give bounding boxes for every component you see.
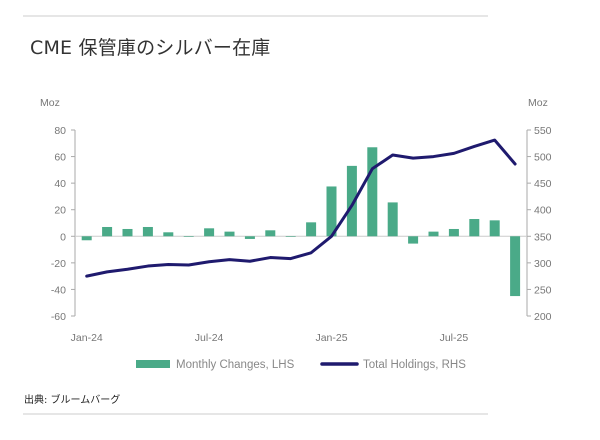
bar-Sep-25: [489, 220, 500, 237]
left-tick-label: 20: [54, 205, 66, 217]
bar-Dec-24: [306, 222, 317, 237]
bar-Apr-25: [387, 202, 398, 237]
bar-Oct-24: [265, 230, 276, 237]
x-tick-label: Jan-25: [315, 332, 347, 344]
bar-Oct-25: [510, 236, 521, 297]
bar-Aug-25: [469, 219, 480, 237]
bar-Mar-24: [122, 228, 133, 237]
right-tick-label: 350: [534, 231, 552, 243]
bar-Sep-24: [244, 236, 255, 239]
right-tick-label: 450: [534, 178, 552, 190]
bar-Nov-24: [285, 236, 296, 237]
bar-Feb-25: [346, 165, 357, 237]
right-tick-label: 200: [534, 311, 552, 323]
total-holdings-line: [85, 138, 517, 278]
left-tick-label: -60: [51, 311, 66, 323]
left-tick-label: 80: [54, 125, 66, 137]
right-tick-label: 400: [534, 205, 552, 217]
x-tick-label: Jan-24: [71, 332, 103, 344]
left-tick-label: -20: [51, 258, 66, 270]
legend-label-line: Total Holdings, RHS: [363, 359, 466, 371]
left-tick-label: 0: [60, 231, 66, 243]
bar-May-24: [163, 232, 174, 237]
bar-Mar-25: [367, 147, 378, 237]
bar-Jun-24: [183, 236, 194, 237]
right-tick-label: 250: [534, 284, 552, 296]
bar-Jul-24: [204, 228, 215, 237]
x-tick-label: Jul-24: [195, 332, 224, 344]
chart-title: CME 保管庫のシルバー在庫: [30, 37, 271, 59]
bar-Aug-24: [224, 231, 235, 237]
bar-Jul-25: [448, 228, 459, 237]
top-rule: [23, 15, 488, 17]
bar-Jan-25: [326, 186, 337, 237]
x-tick-label: Jul-25: [440, 332, 469, 344]
legend-label-bars: Monthly Changes, LHS: [176, 359, 295, 371]
right-tick-label: 550: [534, 125, 552, 137]
bottom-rule: [23, 413, 488, 415]
bar-Jan-24: [81, 236, 92, 241]
legend-swatch-bars: [136, 360, 170, 368]
left-tick-label: 40: [54, 178, 66, 190]
left-tick-label: -40: [51, 284, 66, 296]
bar-May-25: [408, 236, 419, 244]
right-tick-label: 300: [534, 258, 552, 270]
bar-Apr-24: [142, 226, 153, 237]
bar-Feb-24: [102, 226, 113, 237]
right-axis-label: Moz: [528, 97, 548, 109]
right-tick-label: 500: [534, 152, 552, 164]
left-axis-label: Moz: [40, 97, 60, 109]
source-note: 出典: ブルームバーグ: [24, 395, 121, 406]
left-tick-label: 60: [54, 152, 66, 164]
bar-Jun-25: [428, 231, 439, 237]
